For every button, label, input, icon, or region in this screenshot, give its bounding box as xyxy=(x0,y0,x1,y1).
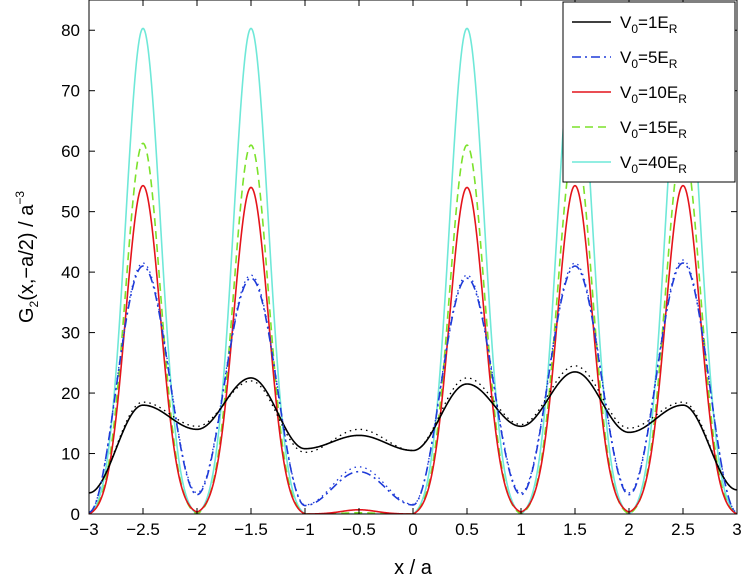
series-line-0 xyxy=(89,371,737,494)
legend-label-part: =1E xyxy=(638,13,669,32)
x-tick-label: −3 xyxy=(79,520,98,539)
x-tick-label: 1.5 xyxy=(563,520,587,539)
legend-label-part: =40E xyxy=(638,153,678,172)
legend-label-part: R xyxy=(669,22,678,36)
legend-label-part: V xyxy=(620,83,632,102)
legend-label-part: R xyxy=(669,57,678,71)
x-tick-label: −1.5 xyxy=(234,520,268,539)
legend-label-part: 0 xyxy=(631,127,638,141)
legend-label-part: 0 xyxy=(631,162,638,176)
legend-label-part: =15E xyxy=(638,118,678,137)
legend-label-part: 0 xyxy=(631,92,638,106)
y-tick-label: 10 xyxy=(61,445,80,464)
legend-label-part: 0 xyxy=(631,57,638,71)
y-label-sub: 2 xyxy=(27,300,41,307)
x-tick-label: 0.5 xyxy=(455,520,479,539)
x-tick-label: −1 xyxy=(295,520,314,539)
series-line-6 xyxy=(89,259,737,513)
y-tick-label: 20 xyxy=(61,384,80,403)
legend-label-part: V xyxy=(620,13,632,32)
y-tick-label: 40 xyxy=(61,263,80,282)
ticks-layer: −3 −2.5 −2 −1.5 −1 −0.5 0 0.5 1 1.5 2 2.5 3010203040… xyxy=(61,0,742,539)
legend-label-part: V xyxy=(620,48,632,67)
y-tick-label: 80 xyxy=(61,21,80,40)
legend-label: V0=5ER xyxy=(620,48,678,71)
x-tick-label: −2 xyxy=(187,520,206,539)
legend-label-part: R xyxy=(678,127,687,141)
x-tick-label: −2.5 xyxy=(126,520,160,539)
y-label-sup: −3 xyxy=(13,191,27,205)
x-tick-label: 1 xyxy=(516,520,525,539)
x-tick-label: −0.5 xyxy=(342,520,376,539)
x-tick-label: 2 xyxy=(624,520,633,539)
legend-label-part: R xyxy=(678,92,687,106)
y-tick-label: 70 xyxy=(61,82,80,101)
plot-frame xyxy=(88,0,738,515)
y-tick-label: 60 xyxy=(61,142,80,161)
x-axis-label: x / a xyxy=(394,557,433,579)
legend-label-part: V xyxy=(620,118,632,137)
legend-label: V0=10ER xyxy=(620,83,687,106)
legend-label-part: R xyxy=(678,162,687,176)
y-axis-label: G2(x,−a/2) / a−3 xyxy=(13,191,41,323)
x-tick-label: 3 xyxy=(732,520,741,539)
y-tick-label: 0 xyxy=(71,505,80,524)
legend-label-part: =5E xyxy=(638,48,669,67)
x-tick-label: 0 xyxy=(408,520,417,539)
x-tick-label: 2.5 xyxy=(671,520,695,539)
legend-label: V0=1ER xyxy=(620,13,678,36)
y-tick-label: 30 xyxy=(61,324,80,343)
y-label-mid: (x,−a/2) / a xyxy=(16,204,38,301)
legend-label-part: =10E xyxy=(638,83,678,102)
legend-label: V0=40ER xyxy=(620,153,687,176)
y-tick-label: 50 xyxy=(61,203,80,222)
y-label-base: G xyxy=(16,307,38,323)
legend-label-part: 0 xyxy=(631,22,638,36)
legend-label: V0=15ER xyxy=(620,118,687,141)
legend-label-part: V xyxy=(620,153,632,172)
